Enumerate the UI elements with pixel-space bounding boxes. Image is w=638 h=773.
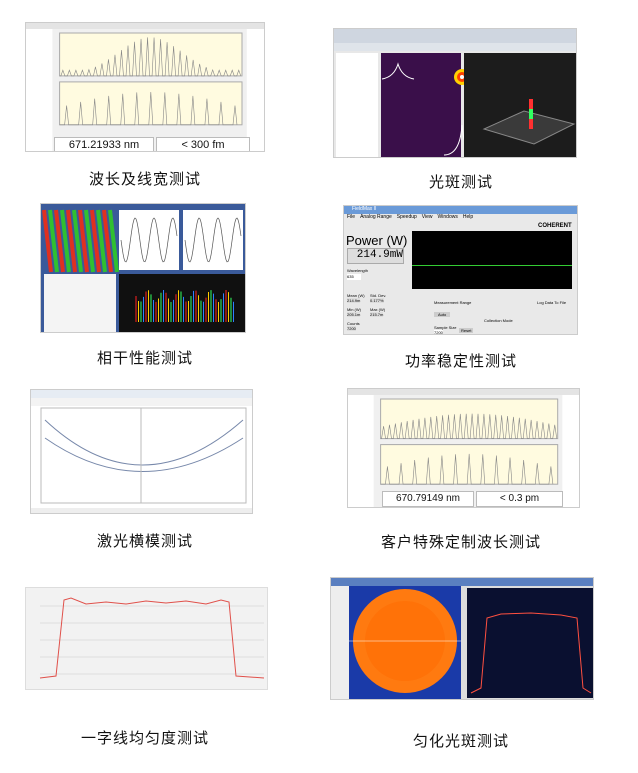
caption-transverse-mode: 激光横模测试	[96, 532, 193, 550]
mean-value: 214.9m	[347, 298, 361, 303]
std-value: 0.177%	[370, 298, 384, 303]
wavelength-readout: 670.79149 nm	[382, 491, 474, 507]
max-label: Max (W)	[370, 307, 386, 312]
std-label: Std. Dev.	[370, 293, 387, 298]
spectrum-chart	[380, 398, 559, 440]
interference-views	[42, 209, 245, 332]
beam-caustic-plot	[31, 390, 252, 513]
beam-profile-screenshot	[333, 28, 577, 158]
side-panel	[246, 29, 264, 151]
mean-label: Mean (W)	[347, 293, 365, 298]
coherence-screenshot	[40, 203, 246, 333]
spectrum-trace	[380, 413, 558, 439]
min-value: 205.1m	[347, 312, 361, 317]
menu-item[interactable]: File	[347, 214, 356, 220]
menu-item[interactable]: Speedup	[396, 214, 417, 220]
spectrum-plots	[348, 389, 579, 507]
fringe	[84, 209, 95, 273]
wavelength-label: Wavelength	[347, 268, 368, 273]
fringe	[90, 209, 101, 273]
max-value: 215.7m	[370, 312, 384, 317]
power-stability-screenshot: FieldMax II File Analog Range Speedup View W…	[343, 205, 578, 335]
power-value: 214.9mW	[347, 248, 404, 264]
menu-item[interactable]: View	[421, 214, 433, 220]
counts-value: 7200	[347, 326, 356, 331]
caption-homogenized-spot: 匀化光斑测试	[412, 732, 509, 750]
beam-profile-views	[334, 29, 576, 157]
transverse-mode-screenshot	[30, 389, 253, 514]
spectrum-trace	[59, 91, 238, 126]
caption-custom-wavelength: 客户特殊定制波长测试	[380, 533, 541, 551]
caption-wavelength-linewidth: 波长及线宽测试	[88, 170, 201, 188]
wavelength-input[interactable]: 635	[347, 274, 361, 280]
spectrum-plots	[26, 23, 264, 151]
caption-beam-spot: 光斑测试	[428, 173, 493, 191]
spectrum-trace	[380, 453, 554, 485]
menu-item[interactable]: Windows	[437, 214, 458, 220]
caption-line-uniformity: 一字线均匀度测试	[80, 729, 209, 747]
window-title: FieldMax II	[344, 206, 577, 214]
power-label: Power (W)	[346, 233, 408, 248]
log-data-label: Log Data To File	[537, 300, 567, 305]
side-panel	[26, 29, 53, 151]
fringe	[102, 209, 113, 273]
fringe	[108, 209, 119, 273]
custom-wavelength-screenshot: 670.79149 nm < 0.3 pm	[347, 388, 580, 508]
sample-size-label: Sample Size	[434, 325, 457, 330]
measurement-range-label: Measurement Range	[434, 300, 472, 305]
fringe	[60, 209, 71, 273]
uniformity-profile	[39, 597, 265, 679]
caption-power-stability: 功率稳定性测试	[404, 352, 517, 370]
info-panel	[44, 274, 116, 332]
side-panel	[348, 395, 374, 507]
power-trace-chart	[412, 231, 572, 289]
spectrum-chart	[59, 81, 243, 126]
min-label: Min (W)	[347, 307, 361, 312]
spectrum-trace	[59, 37, 242, 77]
fringe	[96, 209, 107, 273]
flat-top-beam-views	[331, 578, 593, 699]
reset-button[interactable]: Reset	[459, 328, 474, 333]
homogenized-spot-screenshot	[330, 577, 594, 700]
fringe	[66, 209, 77, 273]
wavelength-readout: 671.21933 nm	[54, 137, 154, 151]
menu-item[interactable]: Help	[462, 214, 474, 220]
side-panel	[562, 395, 579, 507]
counts-label: Counts	[347, 321, 360, 326]
wavelength-meter-screenshot: 671.21933 nm < 300 fm	[25, 22, 265, 152]
spectrum-chart	[380, 444, 559, 485]
caption-coherence: 相干性能测试	[96, 349, 193, 367]
menu-bar: File Analog Range Speedup View Windows Help	[344, 214, 577, 222]
fringe	[54, 209, 65, 273]
menu-item[interactable]: Analog Range	[360, 214, 392, 220]
spectrum-chart	[59, 32, 243, 77]
collection-mode-label: Collection Mode	[484, 318, 513, 323]
linewidth-readout: < 300 fm	[156, 137, 250, 151]
measurement-range-select[interactable]: Auto	[434, 312, 451, 317]
line-uniformity-screenshot	[25, 587, 268, 690]
fringe	[42, 209, 53, 273]
sample-size-input[interactable]: 7200	[434, 330, 443, 335]
fringe	[72, 209, 83, 273]
fringe	[48, 209, 59, 273]
fringe	[78, 209, 89, 273]
linewidth-readout: < 0.3 pm	[476, 491, 563, 507]
coherent-logo: COHERENT	[538, 223, 572, 229]
